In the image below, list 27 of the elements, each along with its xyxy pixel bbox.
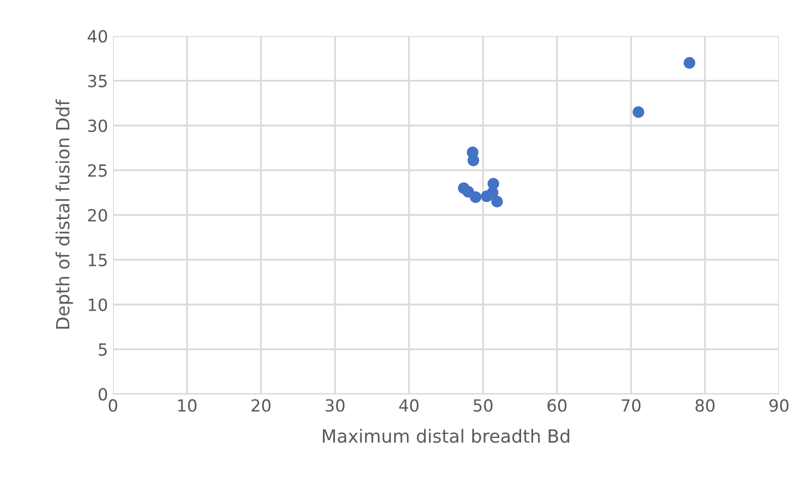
x-tick-label: 70 [622,399,640,412]
x-tick-label: 60 [548,399,566,412]
y-tick-label: 0 [98,388,108,401]
point [486,186,498,198]
y-tick-label: 15 [88,254,107,266]
y-tick-label: 35 [88,74,107,88]
y-axis-title: Depth of distal fusion Ddf [56,99,74,329]
y-tick-label: 30 [88,119,108,132]
x-tick-label: 40 [399,399,418,412]
x-tick-label: 10 [178,399,196,412]
x-tick-label: 80 [696,399,714,412]
x-axis-title: Maximum distal breadth Bd [322,428,570,443]
point [470,191,482,203]
y-tick-label: 25 [88,164,107,177]
x-tick-label: 0 [108,399,118,412]
x-tick-label: 30 [326,399,344,412]
point [491,196,503,208]
y-tick-label: 40 [88,30,108,43]
x-tick-label: 90 [769,399,788,412]
point [468,154,480,166]
point [632,106,644,118]
point [684,57,696,69]
x-tick-label: 50 [474,399,492,412]
y-tick-label: 20 [88,208,108,222]
y-tick-label: 5 [98,343,107,356]
y-tick-label: 10 [88,298,108,312]
x-tick-label: 20 [252,399,270,412]
